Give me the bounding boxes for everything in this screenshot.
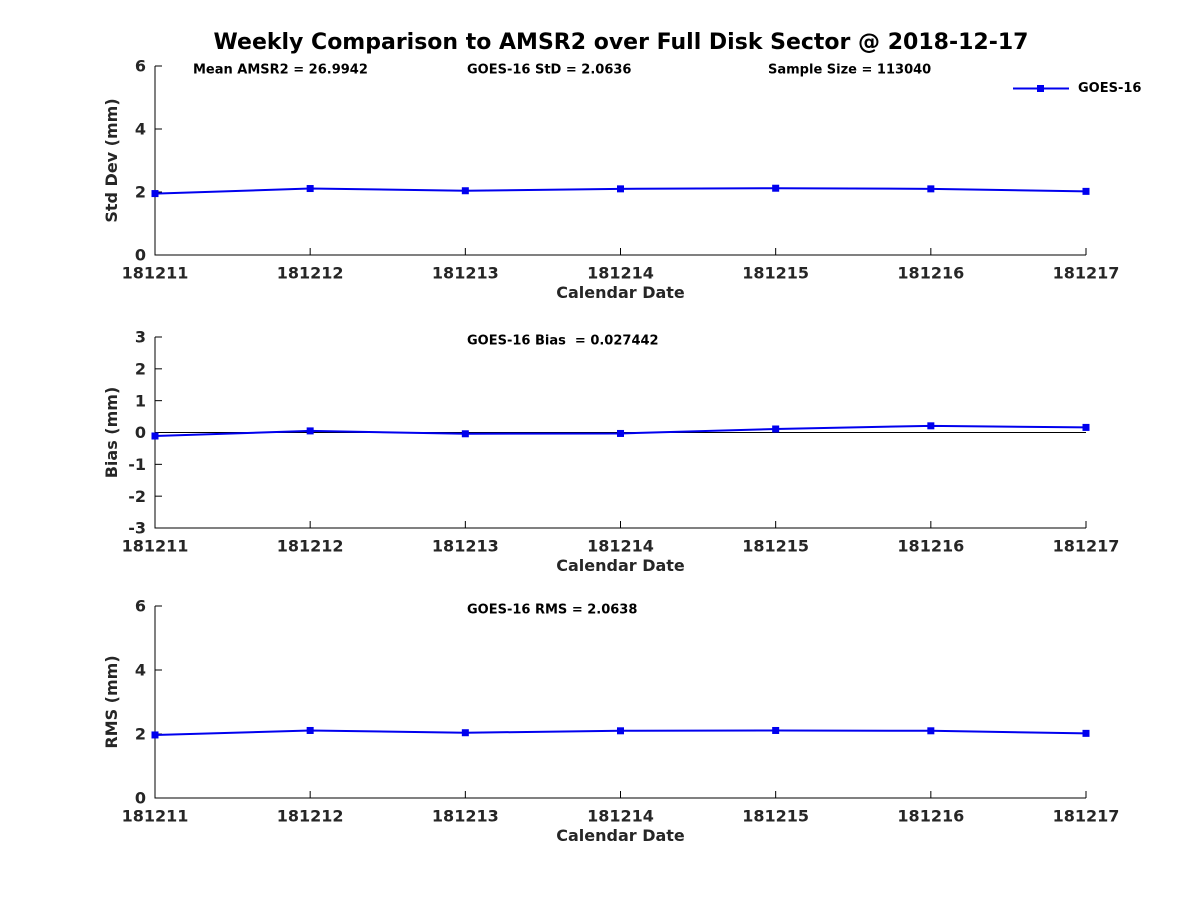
std-dev-data-point-marker xyxy=(617,185,624,193)
rms-x-tick-label: 181211 xyxy=(122,807,189,826)
std-dev-annotation: GOES-16 StD = 2.0636 xyxy=(467,63,631,78)
std-dev-annotation: Sample Size = 113040 xyxy=(768,63,931,78)
std-dev-y-tick-label: 6 xyxy=(135,57,146,76)
rms-x-tick-label: 181215 xyxy=(742,807,809,826)
rms-x-tick-label: 181216 xyxy=(897,807,964,826)
bias-y-tick-label: -2 xyxy=(128,487,146,506)
bias-x-tick-label: 181213 xyxy=(432,537,499,556)
rms-data-point-marker xyxy=(1082,729,1090,737)
rms-data-point-marker xyxy=(927,727,935,735)
rms-data-point-marker xyxy=(151,731,159,739)
std-dev-y-tick-label: 4 xyxy=(135,120,146,139)
std-dev-annotation: Mean AMSR2 = 26.9942 xyxy=(193,63,368,78)
bias-y-tick-label: 0 xyxy=(135,423,146,442)
rms-data-point-marker xyxy=(306,726,314,734)
rms-y-axis-label: RMS (mm) xyxy=(102,655,121,748)
bias-y-axis-label: Bias (mm) xyxy=(102,387,121,479)
std-dev-y-tick-label: 2 xyxy=(135,183,146,202)
rms-y-tick-label: 4 xyxy=(135,661,146,680)
figure-title: Weekly Comparison to AMSR2 over Full Dis… xyxy=(213,30,1029,55)
std-dev-x-tick-label: 181211 xyxy=(122,264,189,283)
std-dev-y-axis-label: Std Dev (mm) xyxy=(102,98,121,222)
bias-y-tick-label: -3 xyxy=(128,519,146,538)
std-dev-x-tick-label: 181213 xyxy=(432,264,499,283)
rms-y-tick-label: 6 xyxy=(135,597,146,616)
std-dev-data-point-marker xyxy=(461,187,469,195)
bias-x-tick-label: 181214 xyxy=(587,537,654,556)
std-dev-x-tick-label: 181214 xyxy=(587,264,654,283)
std-dev-x-tick-label: 181216 xyxy=(897,264,964,283)
std-dev-y-tick-label: 0 xyxy=(135,246,146,265)
bias-y-tick-label: 1 xyxy=(135,391,146,410)
legend: GOES-16 xyxy=(1012,81,1141,96)
bias-x-axis-label: Calendar Date xyxy=(556,556,685,575)
std-dev-axes-spines xyxy=(154,66,1086,256)
bias-data-point-marker xyxy=(306,427,314,435)
rms-data-point-marker xyxy=(617,727,624,735)
std-dev-x-axis-label: Calendar Date xyxy=(556,283,685,302)
rms-annotation: GOES-16 RMS = 2.0638 xyxy=(467,603,637,618)
bias-y-tick-label: 3 xyxy=(135,328,146,347)
std-dev-data-point-marker xyxy=(772,184,780,192)
legend-label: GOES-16 xyxy=(1078,81,1142,96)
bias-data-point-marker xyxy=(151,432,159,440)
legend-line-icon xyxy=(1013,85,1069,92)
rms-data-point-marker xyxy=(772,726,780,734)
bias-y-tick-label: -1 xyxy=(128,455,146,474)
std-dev-data-point-marker xyxy=(151,190,159,198)
rms-y-tick-label: 2 xyxy=(135,725,146,744)
std-dev-x-tick-label: 181215 xyxy=(742,264,809,283)
std-dev-data-point-marker xyxy=(927,185,935,193)
bias-x-tick-label: 181211 xyxy=(122,537,189,556)
bias-annotation: GOES-16 Bias = 0.027442 xyxy=(467,334,659,349)
rms-x-tick-label: 181217 xyxy=(1053,807,1120,826)
rms-x-tick-label: 181213 xyxy=(432,807,499,826)
bias-x-tick-label: 181216 xyxy=(897,537,964,556)
bias-data-point-marker xyxy=(927,422,935,430)
bias-x-tick-label: 181215 xyxy=(742,537,809,556)
rms-x-tick-label: 181214 xyxy=(587,807,654,826)
std-dev-x-tick-label: 181217 xyxy=(1053,264,1120,283)
bias-y-tick-label: 2 xyxy=(135,359,146,378)
bias-data-point-marker xyxy=(461,430,469,438)
bias-data-point-marker xyxy=(772,425,780,433)
rms-data-point-marker xyxy=(461,729,469,737)
std-dev-data-point-marker xyxy=(306,185,314,193)
rms-axes-spines xyxy=(154,606,1086,799)
std-dev-x-tick-label: 181212 xyxy=(277,264,344,283)
rms-y-tick-label: 0 xyxy=(135,789,146,808)
rms-x-axis-label: Calendar Date xyxy=(556,826,685,845)
bias-x-tick-label: 181217 xyxy=(1053,537,1120,556)
bias-x-tick-label: 181212 xyxy=(277,537,344,556)
bias-data-point-marker xyxy=(1082,423,1090,431)
rms-x-tick-label: 181212 xyxy=(277,807,344,826)
bias-data-point-marker xyxy=(617,429,624,437)
std-dev-data-point-marker xyxy=(1082,187,1090,195)
